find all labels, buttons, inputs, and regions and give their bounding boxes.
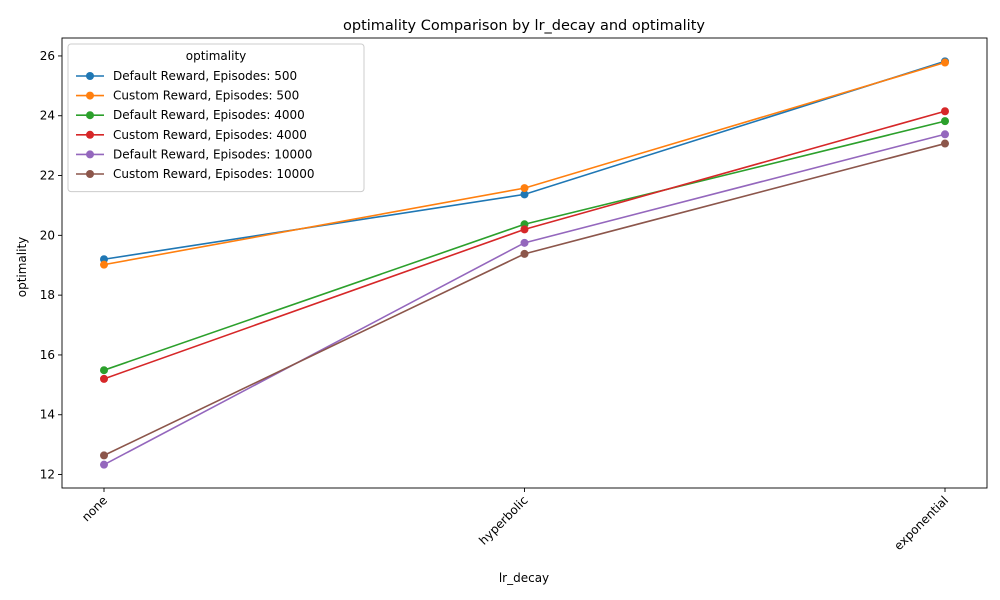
chart-title: optimality Comparison by lr_decay and op… — [343, 18, 705, 34]
data-point — [100, 374, 108, 383]
data-point — [100, 451, 108, 460]
y-tick-label: 22 — [40, 169, 55, 183]
legend-entry: Default Reward, Episodes: 4000 — [76, 108, 305, 122]
y-axis-label: optimality — [15, 237, 29, 298]
y-tick-label: 14 — [40, 408, 55, 422]
legend-entry: Custom Reward, Episodes: 4000 — [76, 128, 307, 142]
y-tick-label: 12 — [40, 468, 55, 482]
data-point — [100, 366, 108, 375]
series-4 — [100, 107, 949, 383]
y-tick-label: 24 — [40, 109, 55, 123]
data-point — [520, 225, 529, 234]
series-5 — [100, 130, 949, 469]
y-tick-label: 16 — [40, 348, 55, 362]
legend-entry: Default Reward, Episodes: 500 — [76, 69, 297, 83]
legend: optimality Default Reward, Episodes: 500 C… — [67, 43, 365, 193]
legend-entry: Custom Reward, Episodes: 10000 — [76, 167, 315, 181]
data-point — [520, 238, 529, 247]
legend-label: Default Reward, Episodes: 4000 — [113, 108, 305, 122]
data-point — [520, 249, 529, 258]
legend-label: Custom Reward, Episodes: 4000 — [113, 128, 307, 142]
legend-entry: Custom Reward, Episodes: 500 — [76, 89, 299, 103]
legend-marker — [86, 170, 94, 178]
legend-entry: Default Reward, Episodes: 10000 — [76, 147, 312, 161]
data-point — [100, 460, 108, 469]
data-point — [941, 130, 949, 139]
plot-frame — [61, 37, 988, 489]
legend-marker — [86, 111, 94, 120]
series-2 — [100, 58, 949, 269]
legend-label: Default Reward, Episodes: 500 — [113, 69, 297, 83]
x-axis-label: lr_decay — [499, 571, 549, 585]
legend-label: Custom Reward, Episodes: 10000 — [113, 167, 315, 181]
legend-box — [67, 43, 365, 193]
legend-label: Default Reward, Episodes: 10000 — [113, 147, 312, 161]
series-6 — [100, 139, 949, 460]
y-tick-label: 26 — [40, 49, 55, 63]
data-point — [520, 190, 529, 199]
legend-title: optimality — [186, 49, 247, 63]
legend-marker — [86, 150, 94, 159]
data-point — [941, 139, 949, 148]
data-point — [941, 107, 949, 116]
legend-marker — [86, 91, 94, 100]
data-point — [100, 260, 108, 269]
data-point — [941, 117, 949, 126]
data-point — [941, 58, 949, 67]
legend-marker — [86, 130, 94, 139]
y-tick-label: 18 — [40, 288, 55, 302]
y-tick-label: 20 — [40, 228, 55, 242]
legend-label: Custom Reward, Episodes: 500 — [113, 89, 299, 103]
data-point — [520, 184, 529, 193]
legend-marker — [86, 72, 94, 80]
